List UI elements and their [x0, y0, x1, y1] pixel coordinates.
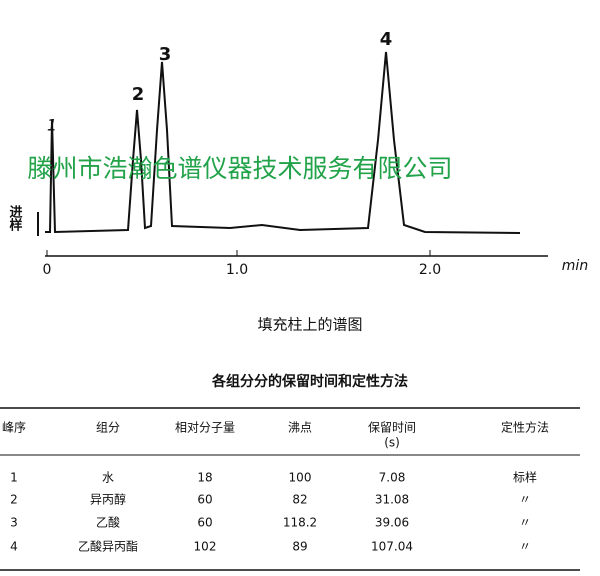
table-cell: 乙酸异丙酯 [78, 539, 138, 554]
header-cell: 相对分子量 [175, 421, 235, 435]
table: 各组分分的保留时间和定性方法 峰序 组分 相对分子量 沸点 保留时间 (s) 定… [0, 373, 580, 571]
table-cell: 60 [197, 516, 212, 530]
table-cell: 7.08 [379, 471, 406, 485]
header-cell: 沸点 [288, 421, 312, 435]
watermark: 滕州市浩瀚色谱仪器技术服务有限公司 [27, 154, 452, 183]
peak-label: 3 [159, 44, 172, 65]
table-cell: 异丙醇 [90, 492, 126, 507]
header-cell: 保留时间 [368, 421, 416, 435]
table-cell: 18 [197, 471, 212, 485]
table-cell: 100 [289, 471, 312, 485]
table-cell: 〃 [519, 516, 531, 530]
table-cell: 39.06 [375, 516, 409, 530]
peak-label: 2 [132, 84, 145, 105]
peak-label: 4 [380, 29, 393, 50]
table-cell: 2 [10, 493, 18, 507]
table-cell: 3 [10, 516, 18, 530]
table-body: 1 水 18 100 7.08 标样 2 异丙醇 60 82 31.08 〃 3 乙酸 60 118.2 39.… [10, 470, 537, 554]
header-cell: 峰序 [2, 420, 26, 435]
header-unit: (s) [384, 436, 400, 450]
caption: 填充柱上的谱图 [257, 316, 362, 334]
x-tick-label: 0 [43, 262, 52, 278]
x-tick-label: 1.0 [226, 262, 248, 278]
table-cell: 〃 [519, 493, 531, 507]
table-cell: 标样 [513, 470, 537, 485]
table-cell: 82 [292, 493, 307, 507]
header-cell: 组分 [96, 421, 120, 435]
table-cell: 乙酸 [96, 515, 120, 530]
table-cell: 107.04 [371, 540, 413, 554]
peak-label: 1 [47, 116, 57, 135]
table-cell: 89 [292, 540, 307, 554]
header-cell: 定性方法 [501, 420, 549, 435]
table-cell: 60 [197, 493, 212, 507]
table-cell: 118.2 [283, 516, 317, 530]
table-cell: 31.08 [375, 493, 409, 507]
table-cell: 4 [10, 540, 18, 554]
table-title: 各组分分的保留时间和定性方法 [211, 373, 408, 390]
table-cell: 1 [10, 471, 18, 485]
x-unit: min [562, 258, 588, 274]
trace [45, 51, 521, 234]
table-cell: 〃 [519, 540, 531, 554]
chromatogram: 0 1.0 2.0 min 1 2 3 4 进样 填充柱上的谱图 [7, 29, 589, 334]
x-tick-label: 2.0 [419, 262, 441, 278]
y-label: 进样 [7, 205, 23, 232]
table-cell: 102 [194, 540, 217, 554]
table-cell: 水 [102, 471, 114, 485]
